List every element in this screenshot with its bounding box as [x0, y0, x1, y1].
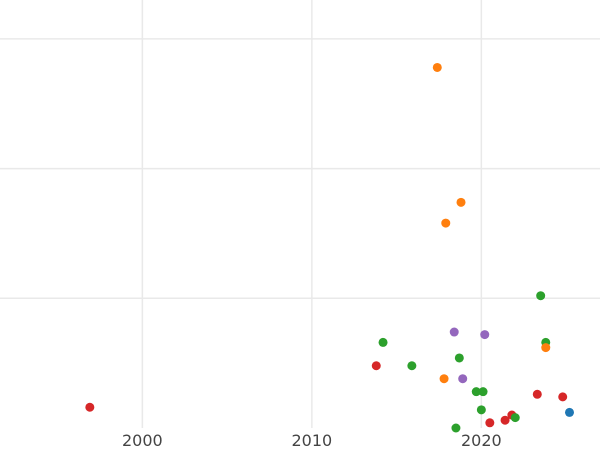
data-point-green-12 [471, 387, 481, 397]
x-tick-label-2020: 2020 [461, 431, 502, 450]
data-point-green-2 [378, 337, 388, 347]
x-tick-label-2010: 2010 [292, 431, 333, 450]
data-point-red-16 [485, 418, 495, 428]
data-point-orange-6 [441, 218, 451, 228]
data-point-green-3 [407, 361, 417, 371]
data-point-blue-25 [564, 407, 574, 417]
data-point-red-17 [500, 415, 510, 425]
data-point-red-1 [371, 361, 381, 371]
data-point-red-24 [558, 392, 568, 402]
data-point-green-14 [478, 387, 488, 397]
data-point-green-19 [510, 413, 520, 423]
data-point-red-0 [85, 402, 95, 412]
data-point-orange-4 [432, 62, 442, 72]
data-point-purple-15 [480, 330, 490, 340]
data-point-purple-7 [449, 327, 459, 337]
data-point-green-21 [536, 291, 546, 301]
data-point-orange-23 [541, 343, 551, 353]
x-tick-label-2000: 2000 [122, 431, 163, 450]
x-tick-labels: 2000 2010 2020 [122, 431, 502, 450]
data-point-green-8 [451, 423, 461, 433]
grid-layer [0, 0, 600, 428]
data-point-orange-10 [456, 197, 466, 207]
data-point-red-20 [532, 389, 542, 399]
data-point-orange-5 [439, 374, 449, 384]
data-point-green-13 [476, 405, 486, 415]
data-point-purple-11 [458, 374, 468, 384]
points-layer [85, 62, 574, 433]
data-point-green-9 [454, 353, 464, 363]
